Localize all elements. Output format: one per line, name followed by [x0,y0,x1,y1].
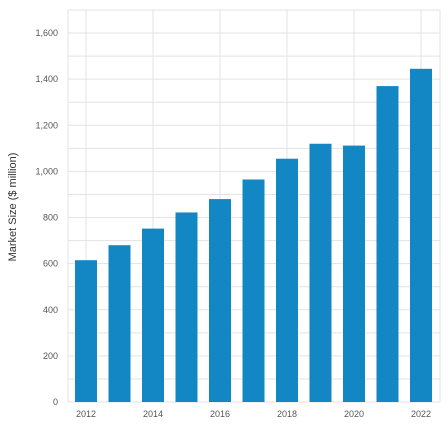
y-axis-ticks: 0 200 400 600 800 1,000 1,200 1,400 1,600 [35,28,58,407]
x-axis-ticks: 2012 2014 2016 2018 2020 2022 [76,409,431,419]
x-tick-label: 2020 [344,409,364,419]
bar-2020 [343,145,365,402]
x-tick-label: 2012 [76,409,96,419]
bars [75,68,432,403]
y-tick-label: 200 [43,351,58,361]
bar-2022 [410,68,432,403]
x-tick-label: 2018 [277,409,297,419]
bar-2021 [376,86,399,402]
y-tick-label: 800 [43,213,58,223]
y-tick-label: 1,000 [35,166,58,176]
y-tick-label: 1,400 [35,74,58,84]
y-tick-label: 1,200 [35,120,58,130]
x-tick-label: 2016 [210,409,230,419]
y-axis-title: Market Size ($ million) [7,153,19,262]
x-tick-label: 2022 [411,409,431,419]
bar-2012 [75,260,97,402]
bar-2019 [309,143,332,402]
y-tick-label: 400 [43,305,58,315]
bar-2013 [108,245,131,402]
y-tick-label: 0 [53,397,58,407]
bar-2015 [175,212,198,402]
x-tick-label: 2014 [143,409,163,419]
bar-2017 [242,179,265,402]
bar-2014 [142,228,164,402]
y-tick-label: 600 [43,259,58,269]
bar-2018 [276,158,298,402]
bar-2016 [209,199,231,402]
y-tick-label: 1,600 [35,28,58,38]
